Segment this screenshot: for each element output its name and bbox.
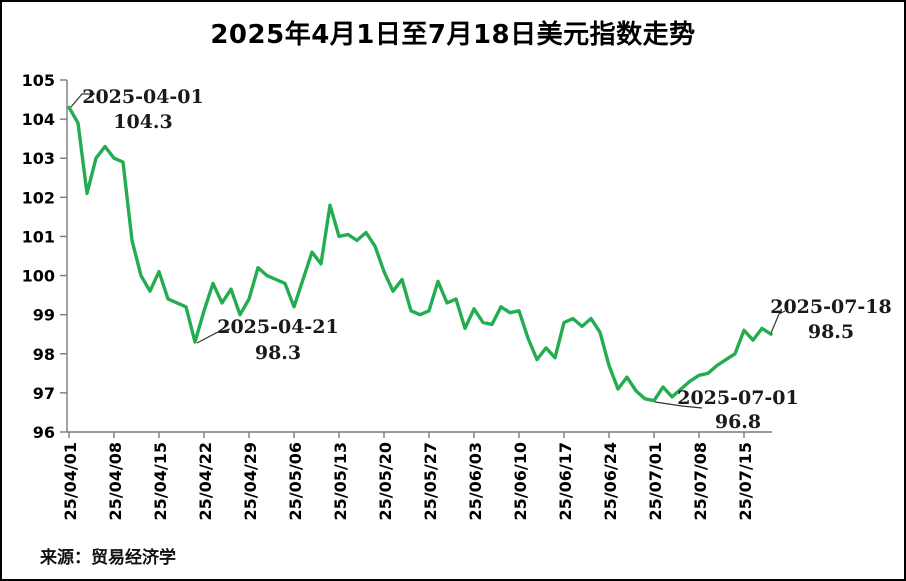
- x-axis-tick-label: 25/04/15: [151, 442, 170, 520]
- y-axis-tick-label: 105: [22, 71, 55, 90]
- annotation-leader-line: [196, 328, 231, 344]
- x-axis-tick-label: 25/06/10: [511, 442, 530, 520]
- y-axis-tick-label: 98: [33, 345, 55, 364]
- x-axis-tick-label: 25/06/03: [466, 442, 485, 520]
- x-axis-tick-label: 25/05/06: [286, 442, 305, 520]
- source-note: 来源：贸易经济学: [40, 548, 176, 567]
- chart-title: 2025年4月1日至7月18日美元指数走势: [210, 20, 696, 50]
- annotation-value: 98.5: [808, 321, 854, 343]
- y-axis-tick-label: 102: [22, 188, 55, 207]
- annotation-value: 96.8: [715, 411, 761, 433]
- x-axis-tick-label: 25/07/08: [691, 442, 710, 520]
- annotation-value: 98.3: [255, 342, 301, 364]
- y-axis-tick-label: 101: [22, 227, 55, 246]
- annotation-value: 104.3: [113, 111, 173, 133]
- x-axis-tick-label: 25/06/24: [601, 442, 620, 520]
- annotation-date: 2025-04-21: [217, 316, 339, 338]
- annotation-date: 2025-07-18: [770, 296, 892, 318]
- y-axis-tick-label: 97: [33, 384, 55, 403]
- x-axis-tick-label: 25/04/29: [241, 442, 260, 520]
- y-axis-tick-label: 103: [22, 149, 55, 168]
- y-axis-tick-label: 100: [22, 267, 55, 286]
- x-axis-tick-label: 25/04/22: [196, 442, 215, 520]
- x-axis-tick-label: 25/05/20: [376, 442, 395, 520]
- annotation-leader-line: [770, 310, 786, 334]
- x-axis-tick-label: 25/04/01: [61, 442, 80, 520]
- x-axis-tick-label: 25/05/27: [421, 442, 440, 520]
- annotation-leader-line: [70, 93, 95, 108]
- annotation-date: 2025-04-01: [82, 86, 204, 108]
- x-axis-tick-label: 25/07/01: [646, 442, 665, 520]
- annotation-date: 2025-07-01: [677, 387, 799, 409]
- annotation-leader-line: [654, 401, 703, 409]
- x-axis-tick-label: 25/07/15: [736, 442, 755, 520]
- y-axis-tick-label: 96: [33, 423, 55, 442]
- y-axis-tick-label: 99: [33, 306, 55, 325]
- x-axis-tick-label: 25/05/13: [331, 442, 350, 520]
- x-axis-tick-label: 25/06/17: [556, 442, 575, 520]
- x-axis-tick-label: 25/04/08: [106, 442, 125, 520]
- usd-index-series-line: [67, 105, 773, 403]
- y-axis-tick-label: 104: [22, 110, 55, 129]
